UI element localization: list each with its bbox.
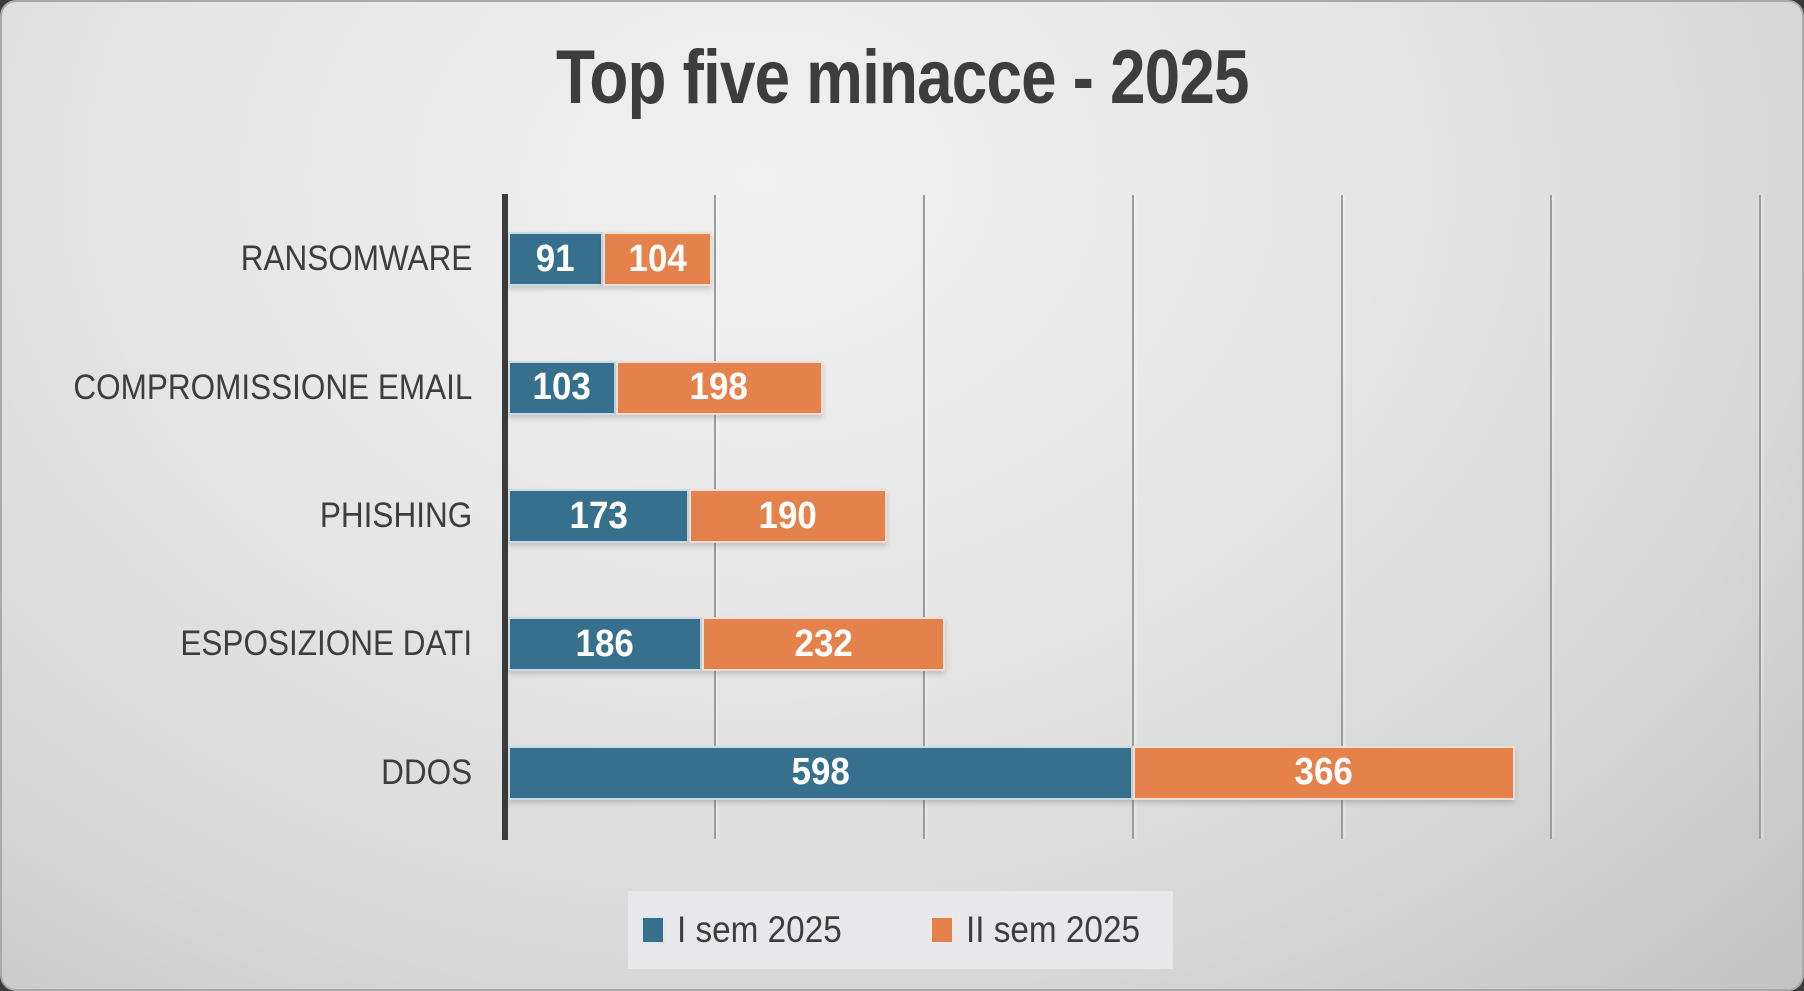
- value-label: 173: [569, 494, 628, 537]
- category-label: DDOS: [380, 752, 472, 792]
- legend-entry: II sem 2025: [930, 909, 1159, 951]
- value-label: 186: [576, 622, 635, 665]
- value-label: 104: [628, 237, 687, 280]
- chart-title: Top five minacce - 2025: [555, 35, 1250, 120]
- category-label: COMPROMISSIONE EMAIL: [72, 367, 472, 407]
- legend-swatch-icon: [641, 916, 666, 944]
- bar-segment: 190: [688, 489, 888, 543]
- value-label: 91: [536, 237, 575, 280]
- bar-row: 186 232: [508, 617, 945, 672]
- bar-row: 103 198: [508, 360, 823, 415]
- bar-segment: 232: [702, 617, 945, 672]
- gridline: [1132, 195, 1134, 839]
- value-label: 103: [532, 366, 591, 409]
- value-label: 198: [689, 366, 749, 409]
- value-label: 232: [794, 622, 853, 665]
- bar-segment: 366: [1132, 745, 1516, 800]
- bar-segment: 103: [508, 360, 616, 415]
- gridline: [1550, 195, 1552, 839]
- legend-swatch-icon: [930, 916, 955, 944]
- category-label: ESPOSIZIONE DATI: [180, 624, 472, 664]
- legend-entry: I sem 2025: [641, 909, 860, 951]
- gridline: [1341, 195, 1343, 839]
- bar-row: 91 104: [508, 232, 712, 287]
- value-label: 190: [758, 494, 818, 537]
- legend: I sem 2025 II sem 2025: [628, 891, 1173, 969]
- gridline: [923, 195, 925, 839]
- value-label: 598: [791, 751, 850, 794]
- bar-segment: 104: [603, 232, 712, 287]
- legend-label: II sem 2025: [966, 909, 1141, 950]
- bar-segment: 198: [615, 360, 823, 415]
- y-axis-line: [502, 194, 508, 840]
- bar-segment: 173: [508, 489, 689, 543]
- category-label: RANSOMWARE: [240, 239, 472, 279]
- bar-segment: 598: [508, 745, 1133, 800]
- bar-segment: 186: [508, 617, 703, 672]
- bar-segment: 91: [508, 232, 604, 287]
- category-axis-labels: RANSOMWARE COMPROMISSIONE EMAIL PHISHING ES…: [2, 195, 472, 837]
- page-title: Top five minacce - 2025: [2, 34, 1802, 121]
- category-label: PHISHING: [319, 496, 472, 535]
- bar-row: 598 366: [508, 745, 1516, 800]
- bar-row: 173 190: [508, 489, 888, 543]
- plot-area: 91 104 103 198 173 190 186 232 598 366: [508, 195, 1770, 839]
- legend-label: I sem 2025: [677, 909, 843, 950]
- gridline: [1759, 195, 1761, 839]
- value-label: 366: [1294, 751, 1354, 794]
